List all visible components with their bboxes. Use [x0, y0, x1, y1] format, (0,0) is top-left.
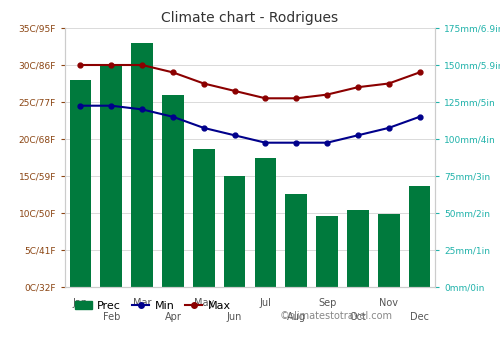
Text: May: May	[194, 298, 214, 308]
Bar	[224, 176, 246, 287]
Text: Feb: Feb	[102, 312, 120, 322]
Text: Aug: Aug	[287, 312, 306, 322]
Text: Oct: Oct	[350, 312, 366, 322]
Text: Nov: Nov	[380, 298, 398, 308]
Bar	[316, 216, 338, 287]
Bar	[100, 65, 122, 287]
Bar	[286, 194, 307, 287]
Text: Jun: Jun	[227, 312, 242, 322]
Text: Dec: Dec	[410, 312, 429, 322]
Text: Sep: Sep	[318, 298, 336, 308]
Bar	[347, 210, 368, 287]
Text: Apr: Apr	[164, 312, 182, 322]
Bar	[254, 158, 276, 287]
Bar	[132, 43, 153, 287]
Title: Climate chart - Rodrigues: Climate chart - Rodrigues	[162, 12, 338, 26]
Bar	[70, 80, 91, 287]
Text: Jan: Jan	[73, 298, 88, 308]
Bar	[378, 215, 400, 287]
Text: ©climatestotravel.com: ©climatestotravel.com	[280, 311, 392, 321]
Legend: Prec, Min, Max: Prec, Min, Max	[70, 296, 235, 315]
Text: Mar: Mar	[133, 298, 152, 308]
Bar	[193, 149, 214, 287]
Bar	[162, 94, 184, 287]
Bar	[409, 186, 430, 287]
Text: Jul: Jul	[260, 298, 272, 308]
